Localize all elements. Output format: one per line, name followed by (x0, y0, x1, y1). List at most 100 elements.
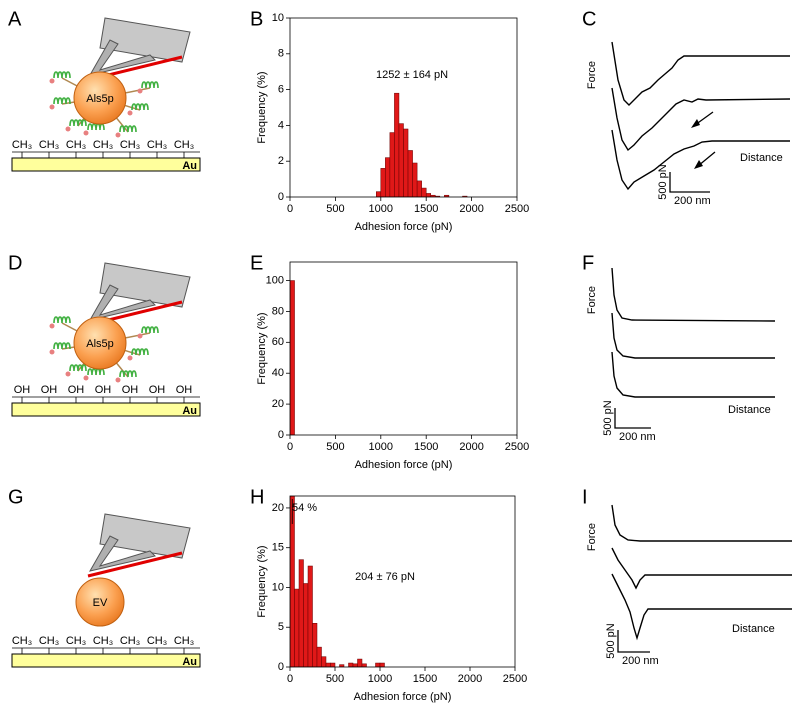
force-curve (611, 267, 776, 322)
y-tick-label: 10 (272, 581, 284, 593)
x-tick-label: 2500 (505, 441, 529, 453)
bar (357, 658, 363, 667)
x-tick-label: 0 (287, 203, 293, 215)
bar (380, 168, 386, 197)
surface-group: CH₃ (39, 139, 59, 151)
x-tick-label: 1500 (414, 441, 438, 453)
sugar (49, 323, 55, 329)
x-tick-label: 0 (287, 441, 293, 453)
x-axis-label: Distance (728, 404, 771, 416)
substrate-label: Au (182, 405, 197, 417)
surface-group: CH₃ (39, 635, 59, 647)
particle (73, 71, 127, 125)
y-axis-label: Frequency (%) (256, 312, 268, 384)
bar (376, 191, 382, 197)
bar (316, 646, 322, 667)
y-tick-label: 60 (272, 336, 284, 348)
arrow-head (691, 119, 700, 128)
helix (69, 119, 87, 127)
force-curve (611, 41, 790, 106)
surface-group: OH (95, 384, 112, 396)
bar (290, 496, 295, 667)
sugar (127, 110, 133, 116)
x-axis-label: Distance (732, 623, 775, 635)
bar (421, 187, 427, 197)
surface-group: CH₃ (66, 635, 86, 647)
helix (141, 81, 159, 89)
surface-group: CH₃ (93, 635, 113, 647)
surface-group: OH (149, 384, 166, 396)
surface-group: OH (14, 384, 31, 396)
x-tick-label: 1000 (369, 203, 393, 215)
force-curve (611, 504, 792, 542)
panel-label: B (250, 8, 263, 30)
substrate (11, 402, 201, 417)
scale-distance: 200 nm (674, 195, 711, 207)
x-tick-label: 2500 (503, 673, 527, 685)
scale-bar (614, 408, 651, 429)
cantilever-chip (99, 17, 191, 63)
panel-label: G (8, 486, 24, 508)
cantilever-chip (99, 513, 191, 559)
x-tick-label: 1500 (413, 673, 437, 685)
y-tick-label: 5 (278, 621, 284, 633)
x-tick-label: 500 (326, 441, 344, 453)
value-label: 54 % (292, 502, 317, 514)
force-curve (611, 312, 775, 359)
y-tick-label: 8 (278, 48, 284, 60)
sugar (115, 377, 121, 383)
bar (416, 180, 422, 197)
sugar (49, 104, 55, 110)
surface-group: CH₃ (174, 139, 194, 151)
sugar (49, 349, 55, 355)
surface-group: CH₃ (120, 635, 140, 647)
y-axis-label: Force (586, 523, 598, 551)
panel-label: E (250, 252, 263, 274)
y-tick-label: 10 (272, 12, 284, 24)
y-tick-label: 20 (272, 398, 284, 410)
surface-group: CH₃ (66, 139, 86, 151)
bar (398, 123, 404, 197)
bar (403, 128, 409, 197)
y-tick-label: 100 (266, 274, 284, 286)
x-tick-label: 1500 (414, 203, 438, 215)
y-tick-label: 40 (272, 367, 284, 379)
surface-group: OH (41, 384, 58, 396)
surface-group: CH₃ (147, 635, 167, 647)
bar (298, 559, 304, 667)
plot-frame (289, 495, 516, 668)
panel-label: H (250, 486, 264, 508)
y-axis-label: Frequency (%) (256, 71, 268, 143)
x-tick-label: 2500 (505, 203, 529, 215)
bar (307, 565, 313, 667)
surface-group: CH₃ (120, 139, 140, 151)
scale-distance: 200 nm (622, 655, 659, 667)
sugar (127, 355, 133, 361)
bars (290, 280, 295, 435)
helix (141, 326, 159, 334)
scale-force: 500 pN (602, 400, 614, 436)
scale-force: 500 pN (605, 623, 617, 659)
helix (53, 97, 71, 105)
helix (69, 364, 87, 372)
x-axis-label: Adhesion force (pN) (354, 691, 452, 703)
helix (53, 342, 71, 350)
force-curve (611, 547, 792, 590)
panel-label: I (582, 486, 588, 508)
bar (325, 662, 331, 667)
y-tick-label: 4 (278, 119, 284, 131)
x-tick-label: 2000 (458, 673, 482, 685)
bar (352, 663, 358, 667)
bar (379, 662, 385, 667)
substrate (11, 157, 201, 172)
arrow-head (694, 160, 703, 169)
bar (294, 588, 300, 667)
x-tick-label: 0 (287, 673, 293, 685)
y-tick-label: 6 (278, 84, 284, 96)
bar (312, 623, 318, 667)
force-curve (611, 87, 791, 152)
annotation: 204 ± 76 pN (355, 571, 415, 583)
sugar (115, 132, 121, 138)
